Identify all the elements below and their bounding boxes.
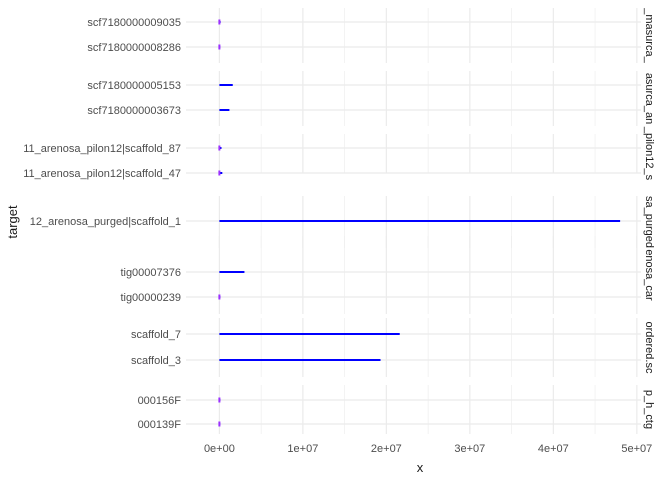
y-tick-label: scf7180000003673 <box>87 105 181 117</box>
panels-layer: scf7180000009035 scf7180000008286 _masurca… <box>23 7 655 434</box>
y-tick-label: scf7180000005153 <box>87 80 181 92</box>
y-tick-label: 11_arenosa_pilon12|scaffold_47 <box>23 168 181 180</box>
facet-strip-label: _pilon12_s <box>643 126 655 181</box>
facet-panel: scf7180000005153 scf7180000003673 asurca_a… <box>87 71 655 126</box>
x-axis: 0e+00 1e+07 2e+07 3e+07 4e+07 5e+07 <box>204 443 652 455</box>
facet-strip-label: p_h_ctg <box>643 390 655 429</box>
y-tick-label: 000139F <box>138 419 182 431</box>
y-tick-label: 12_arenosa_purged|scaffold_1 <box>30 216 181 228</box>
facet-strip-label: _masurca_ <box>643 7 655 63</box>
facet-strip-label: ordered.sc <box>643 322 655 374</box>
y-tick-label: scaffold_3 <box>131 355 181 367</box>
x-tick-label: 0e+00 <box>204 443 235 455</box>
facet-panel: 000156F 000139F p_h_ctg <box>138 385 655 434</box>
x-tick-label: 1e+07 <box>287 443 318 455</box>
x-tick-label: 5e+07 <box>621 443 652 455</box>
y-tick-label: 11_arenosa_pilon12|scaffold_87 <box>23 143 181 155</box>
facet-strip-label: enosa_car <box>643 249 655 301</box>
x-tick-label: 3e+07 <box>454 443 485 455</box>
y-axis-title: target <box>5 205 20 239</box>
y-tick-label: tig00007376 <box>120 267 181 279</box>
x-tick-label: 2e+07 <box>371 443 402 455</box>
y-tick-label: scf7180000009035 <box>87 17 181 29</box>
y-tick-label: scf7180000008286 <box>87 42 181 54</box>
facet-strip-label: asurca_an <box>643 73 655 124</box>
facet-panel: scf7180000009035 scf7180000008286 _masurca… <box>87 7 655 63</box>
facet-panel: scaffold_7 scaffold_3 ordered.sc <box>131 318 655 377</box>
x-axis-title: x <box>417 460 424 475</box>
facet-panel: 12_arenosa_purged|scaffold_1 sa_purged <box>30 196 655 248</box>
x-tick-label: 4e+07 <box>538 443 569 455</box>
facet-strip-label: sa_purged <box>643 196 655 248</box>
facet-panel: 11_arenosa_pilon12|scaffold_87 11_arenosa… <box>23 126 655 181</box>
y-tick-label: tig00000239 <box>120 292 181 304</box>
y-tick-label: 000156F <box>138 395 182 407</box>
y-tick-label: scaffold_7 <box>131 329 181 341</box>
facet-panel: tig00007376 tig00000239 enosa_car <box>120 236 655 314</box>
